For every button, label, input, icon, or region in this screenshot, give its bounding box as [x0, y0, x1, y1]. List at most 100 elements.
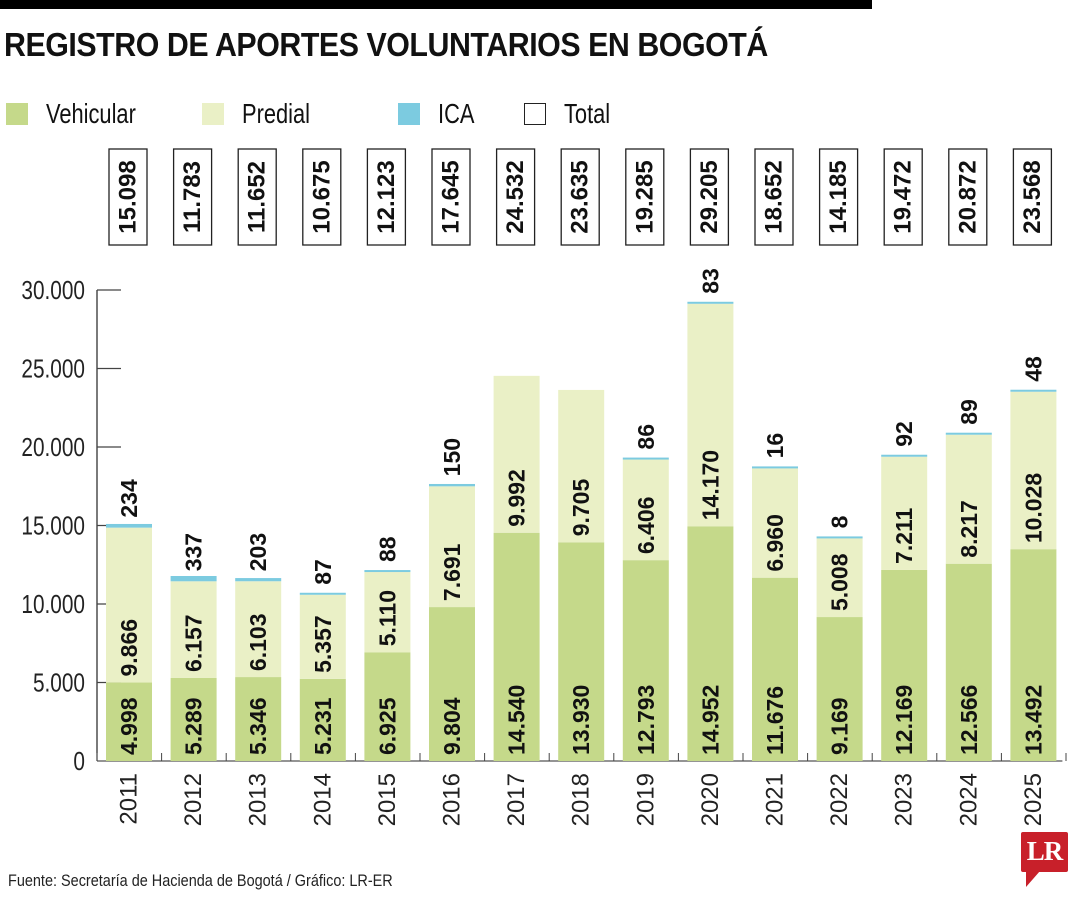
total-label: 11.652: [244, 161, 271, 233]
x-tick-label: 2023: [891, 773, 918, 826]
data-label-ica: 92: [891, 421, 917, 447]
total-label: 14.185: [825, 160, 852, 233]
bar-ica: [106, 523, 152, 528]
x-tick-label: 2015: [374, 773, 401, 826]
bar-vehicular: [881, 569, 928, 761]
data-label-predial: 6.960: [762, 514, 788, 572]
bar-predial: [881, 456, 928, 570]
data-label-predial: 5.110: [374, 590, 400, 646]
x-tick-label: 2013: [245, 773, 272, 826]
total-label: 23.635: [567, 160, 594, 233]
bar-vehicular: [752, 577, 798, 761]
lr-logo: LR: [1021, 832, 1068, 872]
data-label-vehicular: 6.925: [374, 697, 400, 755]
data-label-predial: 5.357: [310, 615, 336, 673]
data-label-ica: 8: [827, 515, 853, 528]
bar-predial: [429, 486, 475, 608]
x-tick-label: 2025: [1020, 773, 1047, 826]
x-tick-label: 2014: [309, 773, 336, 826]
bar-predial: [493, 375, 540, 533]
legend-item-vehicular: Vehicular: [6, 98, 166, 130]
bar-predial: [752, 468, 798, 578]
total-box: [431, 148, 471, 246]
legend-label-predial: Predial: [242, 98, 310, 129]
data-label-vehicular: 12.169: [891, 685, 917, 755]
bar-vehicular: [429, 607, 475, 761]
data-label-vehicular: 13.492: [1020, 685, 1046, 755]
x-tick-label: 2018: [568, 773, 595, 826]
total-label: 20.872: [954, 160, 981, 233]
data-label-ica: 234: [116, 479, 142, 518]
total-box: [108, 148, 148, 246]
total-box: [1012, 148, 1053, 246]
data-label-predial: 6.103: [245, 614, 271, 672]
y-tick-label: 0: [73, 747, 85, 776]
bar-ica: [622, 457, 669, 460]
legend-label-ica: ICA: [438, 98, 475, 129]
data-label-predial: 10.028: [1020, 473, 1046, 544]
total-label: 12.123: [373, 160, 400, 233]
data-label-vehicular: 14.540: [504, 685, 530, 755]
data-label-vehicular: 5.289: [181, 697, 207, 755]
bar-predial: [106, 527, 152, 683]
bar-predial: [945, 434, 992, 564]
bar-ica: [429, 483, 475, 487]
total-label: 19.285: [631, 160, 658, 233]
legend-item-predial: Predial: [202, 98, 362, 130]
data-label-predial: 6.406: [633, 497, 659, 555]
source-note: Fuente: Secretaría de Hacienda de Bogotá…: [8, 871, 393, 890]
data-label-predial: 9.992: [504, 469, 530, 527]
total-label: 24.532: [502, 160, 529, 233]
legend-label-vehicular: Vehicular: [46, 98, 136, 129]
total-box: [302, 148, 342, 246]
bar-vehicular: [106, 682, 152, 761]
bar-vehicular: [235, 677, 282, 761]
bar-ica: [1010, 389, 1057, 392]
data-label-ica: 86: [633, 424, 659, 450]
bar-ica: [364, 570, 411, 573]
bar-predial: [687, 303, 734, 527]
y-tick-label: 30.000: [21, 276, 85, 305]
total-box: [689, 148, 730, 246]
chart-title: REGISTRO DE APORTES VOLUNTARIOS EN BOGOT…: [4, 26, 768, 63]
bar-vehicular: [945, 563, 992, 761]
data-label-predial: 6.157: [181, 614, 207, 672]
bar-predial: [816, 538, 863, 618]
y-tick-label: 5.000: [33, 668, 85, 697]
data-label-vehicular: 9.169: [827, 697, 853, 755]
bar-ica: [816, 536, 863, 539]
data-label-predial: 7.691: [439, 543, 465, 601]
data-label-predial: 9.866: [116, 619, 142, 677]
bar-ica: [687, 301, 734, 304]
data-label-ica: 150: [439, 438, 465, 476]
data-label-ica: 48: [1020, 356, 1046, 382]
legend-label-total: Total: [564, 98, 611, 129]
data-label-ica: 89: [956, 399, 982, 425]
total-box: [495, 148, 536, 246]
bar-vehicular: [364, 652, 411, 761]
total-label: 15.098: [115, 160, 142, 233]
data-label-ica: 16: [762, 433, 788, 459]
data-label-predial: 9.705: [568, 479, 594, 537]
data-label-predial: 5.008: [827, 553, 853, 611]
total-box: [366, 148, 407, 246]
bar-ica: [235, 578, 282, 582]
total-label: 17.645: [438, 160, 465, 233]
bar-ica: [881, 454, 928, 457]
total-box: [948, 148, 988, 246]
x-tick-label: 2024: [955, 773, 982, 826]
data-label-vehicular: 5.231: [310, 697, 336, 755]
bar-ica: [299, 592, 346, 595]
data-label-vehicular: 14.952: [697, 685, 723, 755]
x-tick-label: 2019: [632, 773, 659, 826]
bar-predial: [558, 389, 605, 543]
legend-swatch-vehicular: [6, 103, 28, 125]
x-tick-label: 2020: [697, 773, 724, 826]
bar-predial: [170, 581, 217, 678]
bar-ica: [945, 432, 992, 435]
top-rule: [0, 0, 872, 9]
bar-predial: [1010, 391, 1057, 550]
bar-vehicular: [816, 617, 863, 761]
total-box: [625, 148, 665, 246]
